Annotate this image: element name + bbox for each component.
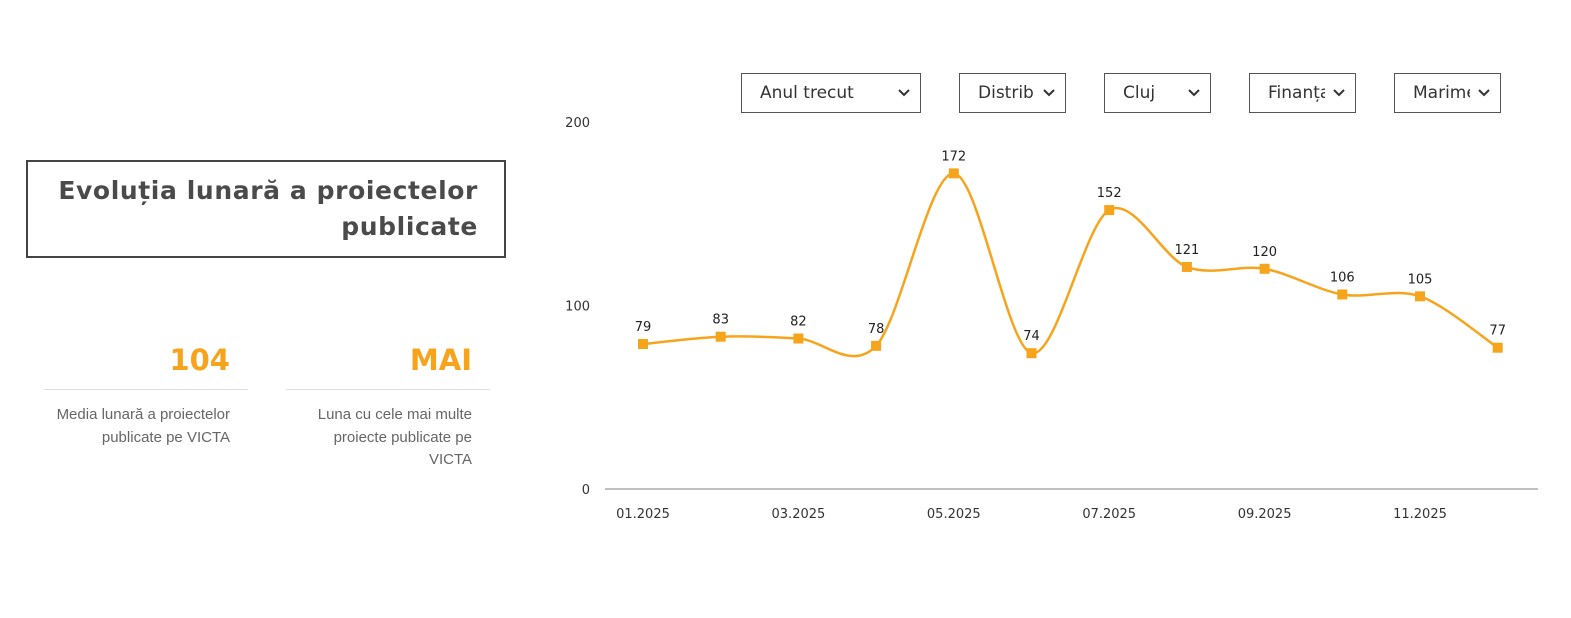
filter-label: Anul trecut <box>760 83 854 103</box>
kpi-monthly-average: 104 Media lunară a proiectelor publicate… <box>44 340 248 449</box>
filter-label: Finanțare <box>1268 83 1325 103</box>
data-label: 78 <box>868 322 885 337</box>
kpi-divider <box>44 389 248 390</box>
x-axis: 01.2025 03.2025 05.2025 07.2025 09.2025 11.20… <box>616 507 1447 522</box>
data-label: 121 <box>1174 243 1199 258</box>
chevron-down-icon <box>1043 89 1055 97</box>
data-point <box>1026 348 1037 359</box>
filter-period-select[interactable]: Anul trecut <box>741 73 921 113</box>
x-tick-label: 09.2025 <box>1238 507 1292 522</box>
data-point <box>638 339 648 350</box>
data-point <box>715 331 726 342</box>
chevron-down-icon <box>1478 89 1490 97</box>
data-label: 106 <box>1330 270 1355 285</box>
data-point <box>1415 291 1425 302</box>
data-label: 74 <box>1023 329 1040 344</box>
kpi-description: Media lunară a proiectelor publicate pe … <box>56 406 230 446</box>
data-point <box>1259 263 1270 274</box>
x-tick-label: 05.2025 <box>927 507 981 522</box>
kpi-value: 104 <box>169 343 230 377</box>
x-tick-label: 03.2025 <box>772 507 826 522</box>
x-tick-label: 01.2025 <box>616 507 670 522</box>
page-title: Evoluția lunară a proiectelor publicate <box>58 176 478 241</box>
x-tick-label: 11.2025 <box>1393 507 1447 522</box>
data-points <box>638 168 1503 359</box>
filter-distribution-select[interactable]: Distribuție <box>959 73 1066 113</box>
series-line <box>642 172 1499 358</box>
data-point <box>1337 289 1348 300</box>
y-tick-label: 100 <box>565 300 590 315</box>
data-label: 105 <box>1408 272 1433 287</box>
kpi-top-month: MAI Luna cu cele mai multe proiecte publ… <box>286 340 490 472</box>
kpi-value: MAI <box>409 343 472 377</box>
chevron-down-icon <box>1188 89 1200 97</box>
data-point <box>948 168 959 179</box>
data-label: 120 <box>1252 245 1277 260</box>
data-label: 172 <box>941 149 966 164</box>
x-tick-label: 07.2025 <box>1082 507 1136 522</box>
data-point <box>1104 205 1115 216</box>
title-box: Evoluția lunară a proiectelor publicate <box>26 160 506 258</box>
data-point <box>1181 261 1192 272</box>
filter-city-select[interactable]: Cluj <box>1104 73 1211 113</box>
data-point <box>1492 342 1503 353</box>
chevron-down-icon <box>1333 89 1345 97</box>
data-label: 79 <box>635 320 652 335</box>
filter-funding-select[interactable]: Finanțare <box>1249 73 1356 113</box>
filter-label: Marime <box>1413 83 1470 103</box>
y-tick-label: 200 <box>565 116 590 131</box>
data-label: 77 <box>1489 324 1506 339</box>
filter-label: Cluj <box>1123 83 1156 103</box>
data-point <box>793 333 804 344</box>
chevron-down-icon <box>898 89 910 97</box>
filter-size-select[interactable]: Marime <box>1394 73 1501 113</box>
filter-label: Distribuție <box>978 83 1035 103</box>
y-axis: 0 100 200 <box>565 116 590 498</box>
data-point <box>871 340 882 351</box>
data-label: 82 <box>790 315 807 330</box>
kpi-divider <box>286 389 490 390</box>
y-tick-label: 0 <box>582 483 590 498</box>
data-label: 152 <box>1097 186 1122 201</box>
kpi-description: Luna cu cele mai multe proiecte publicat… <box>317 406 472 468</box>
data-label: 83 <box>712 313 729 328</box>
data-labels: 79 83 82 78 172 74 152 121 120 106 105 77 <box>635 149 1506 344</box>
